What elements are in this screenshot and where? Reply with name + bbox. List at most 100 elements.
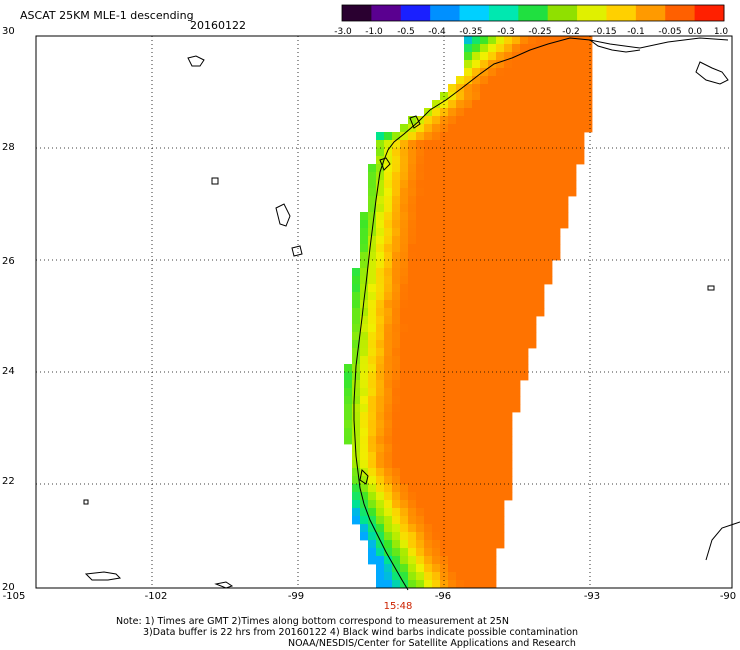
swath-cell (400, 332, 409, 341)
swath-cell (560, 212, 569, 221)
swath-cell (384, 428, 393, 437)
swath-cell (408, 156, 417, 165)
swath-cell (576, 140, 585, 149)
colorbar (341, 4, 725, 22)
swath-cell (480, 468, 489, 477)
swath-cell (408, 300, 417, 309)
swath-cell (352, 476, 361, 485)
swath-cell (352, 388, 361, 397)
swath-cell (360, 324, 369, 333)
swath-cell (344, 380, 353, 389)
swath-cell (448, 100, 457, 109)
swath-cell (416, 268, 425, 277)
swath-cell (504, 300, 513, 309)
swath-cell (376, 140, 385, 149)
swath-cell (448, 244, 457, 253)
swath-cell (464, 276, 473, 285)
swath-cell (464, 44, 473, 53)
swath-cell (544, 212, 553, 221)
swath-cell (576, 44, 585, 53)
swath-cell (472, 92, 481, 101)
swath-cell (480, 428, 489, 437)
swath-cell (536, 156, 545, 165)
swath-cell (504, 228, 513, 237)
swath-cell (352, 308, 361, 317)
swath-cell (464, 364, 473, 373)
swath-cell (504, 204, 513, 213)
swath-cell (456, 388, 465, 397)
swath-cell (400, 268, 409, 277)
swath-cell (480, 308, 489, 317)
swath-cell (360, 364, 369, 373)
swath-cell (480, 484, 489, 493)
swath-cell (368, 316, 377, 325)
swath-cell (360, 244, 369, 253)
swath-cell (456, 468, 465, 477)
swath-cell (472, 508, 481, 517)
swath-cell (360, 444, 369, 453)
swath-cell (400, 236, 409, 245)
swath-cell (384, 292, 393, 301)
swath-cell (576, 36, 585, 45)
swath-cell (544, 100, 553, 109)
swath-cell (416, 164, 425, 173)
swath-cell (472, 484, 481, 493)
swath-cell (448, 84, 457, 93)
swath-cell (432, 292, 441, 301)
swath-cell (568, 148, 577, 157)
swath-cell (488, 188, 497, 197)
swath-cell (568, 52, 577, 61)
swath-cell (496, 204, 505, 213)
swath-cell (400, 140, 409, 149)
swath-cell (344, 420, 353, 429)
swath-cell (576, 60, 585, 69)
colorbar-tick: -0.05 (658, 27, 682, 37)
swath-cell (544, 204, 553, 213)
swath-cell (504, 188, 513, 197)
swath-cell (424, 172, 433, 181)
swath-cell (416, 452, 425, 461)
swath-cell (424, 188, 433, 197)
swath-cell (496, 364, 505, 373)
swath-cell (392, 476, 401, 485)
swath-cell (528, 252, 537, 261)
swath-cell (560, 92, 569, 101)
swath-cell (448, 308, 457, 317)
swath-cell (344, 412, 353, 421)
swath-cell (544, 188, 553, 197)
swath-cell (432, 332, 441, 341)
swath-cell (416, 540, 425, 549)
swath-cell (512, 228, 521, 237)
swath-cell (504, 460, 513, 469)
swath-cell (360, 332, 369, 341)
swath-cell (416, 524, 425, 533)
swath-cell (360, 380, 369, 389)
swath-cell (424, 556, 433, 565)
coastline (83, 37, 740, 591)
swath-cell (392, 436, 401, 445)
swath-cell (384, 388, 393, 397)
swath-cell (488, 364, 497, 373)
swath-cell (360, 308, 369, 317)
swath-cell (352, 380, 361, 389)
swath-cell (552, 60, 561, 69)
swath-cell (488, 524, 497, 533)
swath-cell (552, 124, 561, 133)
swath-cell (568, 92, 577, 101)
swath-cell (376, 324, 385, 333)
swath-cell (472, 204, 481, 213)
swath-cell (360, 404, 369, 413)
swath-cell (520, 188, 529, 197)
swath-cell (432, 124, 441, 133)
swath-cell (456, 396, 465, 405)
swath-cell (368, 500, 377, 509)
swath-cell (496, 220, 505, 229)
colorbar-tick: -0.3 (497, 27, 515, 37)
swath-cell (368, 332, 377, 341)
swath-cell (408, 532, 417, 541)
swath-cell (400, 284, 409, 293)
swath-cell (416, 156, 425, 165)
swath-cell (352, 276, 361, 285)
swath-cell (384, 212, 393, 221)
y-tick-30: 30 (2, 26, 15, 37)
